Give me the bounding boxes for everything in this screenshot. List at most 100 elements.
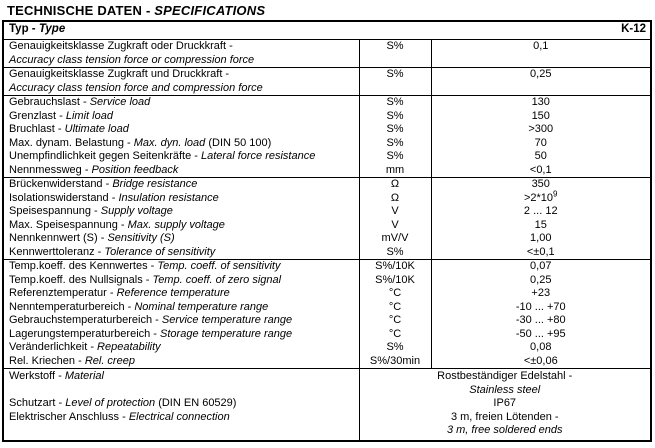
spec-label: Gebrauchslast - Service load xyxy=(3,95,360,110)
spec-value: <±0,1 xyxy=(526,245,555,258)
spec-label: Genauigkeitsklasse Zugkraft oder Druckkr… xyxy=(3,39,360,68)
spec-unit: S% xyxy=(359,150,432,164)
spec-value: 130 xyxy=(431,95,651,110)
spec-unit: °C xyxy=(359,287,432,301)
model-code: K-12 xyxy=(621,23,646,35)
spec-value: 1,00 xyxy=(530,232,552,244)
spec-value: -10 ... +70 xyxy=(515,300,566,313)
table-row: Gebrauchslast - Service load S% 130 xyxy=(3,95,651,110)
spec-value: -50 ... +95 xyxy=(515,327,566,340)
table-row: Speisespannung - Supply voltage V 2 ... … xyxy=(3,205,651,219)
table-header-row: Typ - Type K-12 xyxy=(3,21,651,40)
spec-value: 150 xyxy=(531,109,550,122)
spec-table: Typ - Type K-12 Genauigkeitsklasse Zugkr… xyxy=(2,20,652,442)
spec-unit: S% xyxy=(359,341,432,355)
table-row: Veränderlichkeit - Repeatability S% 0,08 xyxy=(3,341,651,355)
spec-value: <0,1 xyxy=(529,163,552,176)
spec-value: 350 xyxy=(431,177,651,192)
spec-label: Referenztemperatur - Reference temperatu… xyxy=(3,287,360,301)
table-row: Gebrauchstemperaturbereich - Service tem… xyxy=(3,314,651,328)
spec-label: Speisespannung - Supply voltage xyxy=(3,205,360,219)
table-row: Temp.koeff. des Kennwertes - Temp. coeff… xyxy=(3,259,651,274)
spec-unit: S%/10K xyxy=(359,273,432,287)
protection-label: Schutzart - Level of protection (DIN EN … xyxy=(9,397,237,409)
spec-value: 0,07 xyxy=(431,259,651,274)
spec-label: Nenntemperaturbereich - Nominal temperat… xyxy=(3,300,360,314)
table-row: Temp.koeff. des Nullsignals - Temp. coef… xyxy=(3,273,651,287)
spec-value: 0,25 xyxy=(431,67,651,96)
table-row: Genauigkeitsklasse Zugkraft und Druckkra… xyxy=(3,67,651,96)
spec-value: >300 xyxy=(528,123,554,135)
spec-label: Isolationswiderstand - Insulation resist… xyxy=(3,191,360,205)
page-title: TECHNISCHE DATEN - SPECIFICATIONS xyxy=(0,0,655,19)
spec-label: Genauigkeitsklasse Zugkraft und Druckkra… xyxy=(3,67,360,96)
spec-value: 0,08 xyxy=(530,341,552,353)
spec-unit: Ω xyxy=(359,177,432,192)
spec-unit: S% xyxy=(359,39,432,68)
page-title-italic: SPECIFICATIONS xyxy=(154,3,266,18)
type-label-en: Type xyxy=(38,23,66,35)
table-row: Lagerungstemperaturbereich - Storage tem… xyxy=(3,327,651,341)
connection-value-de: 3 m, freien Lötenden - xyxy=(450,410,559,423)
table-row: Max. dynam. Belastung - Max. dyn. load (… xyxy=(3,136,651,150)
spec-label: Nennkennwert (S) - Sensitivity (S) xyxy=(3,232,360,246)
table-row: Unempfindlichkeit gegen Seitenkräfte - L… xyxy=(3,150,651,164)
material-label: Werkstoff - Material xyxy=(9,370,104,382)
spec-unit: S% xyxy=(359,109,432,123)
spacer xyxy=(9,384,359,398)
table-row: Max. Speisespannung - Max. supply voltag… xyxy=(3,218,651,232)
table-row: Rel. Kriechen - Rel. creep S%/30min <±0,… xyxy=(3,354,651,369)
spec-unit: V xyxy=(359,218,432,232)
table-row: Kennwerttoleranz - Tolerance of sensitiv… xyxy=(3,245,651,260)
value-superscript: 9 xyxy=(553,188,558,198)
spec-unit: S% xyxy=(359,95,432,110)
spec-value: 15 xyxy=(534,218,547,231)
footer-values: Rostbeständiger Edelstahl - Stainless st… xyxy=(359,368,651,441)
spec-unit: S% xyxy=(359,245,432,260)
footer-labels: Werkstoff - Material Schutzart - Level o… xyxy=(3,368,360,441)
connection-value-en: 3 m, free soldered ends xyxy=(446,424,563,436)
spec-value: 0,25 xyxy=(530,273,552,286)
spec-unit: °C xyxy=(359,300,432,314)
spec-unit: S% xyxy=(359,67,432,96)
connection-label: Elektrischer Anschluss - Electrical conn… xyxy=(9,410,230,423)
table-row: Grenzlast - Limit load S% 150 xyxy=(3,109,651,123)
spec-unit: mm xyxy=(359,163,432,178)
spec-label: Brückenwiderstand - Bridge resistance xyxy=(3,177,360,192)
spec-unit: S% xyxy=(359,136,432,150)
spec-label: Kennwerttoleranz - Tolerance of sensitiv… xyxy=(3,245,360,260)
spec-label: Max. Speisespannung - Max. supply voltag… xyxy=(3,218,360,232)
material-value-en: Stainless steel xyxy=(469,383,541,396)
footer-row: Werkstoff - Material Schutzart - Level o… xyxy=(3,368,651,441)
spec-unit: °C xyxy=(359,314,432,328)
table-row: Bruchlast - Ultimate load S% >300 xyxy=(3,123,651,137)
table-row: Brückenwiderstand - Bridge resistance Ω … xyxy=(3,177,651,192)
table-row: Genauigkeitsklasse Zugkraft oder Druckkr… xyxy=(3,39,651,68)
table-row: Isolationswiderstand - Insulation resist… xyxy=(3,188,651,205)
spec-unit: S%/30min xyxy=(359,354,432,369)
spec-unit: Ω xyxy=(359,191,432,205)
page-title-main: TECHNISCHE DATEN - xyxy=(7,3,155,18)
spec-value: -30 ... +80 xyxy=(515,314,566,326)
spec-label: Temp.koeff. des Nullsignals - Temp. coef… xyxy=(3,273,360,287)
spec-unit: V xyxy=(359,205,432,219)
spec-value: 50 xyxy=(534,150,547,162)
spec-label: Veränderlichkeit - Repeatability xyxy=(3,341,360,355)
spec-label: Gebrauchstemperaturbereich - Service tem… xyxy=(3,314,360,328)
material-value-de: Rostbeständiger Edelstahl - xyxy=(437,370,573,382)
spec-label: Rel. Kriechen - Rel. creep xyxy=(3,354,360,369)
spec-value: <±0,06 xyxy=(523,354,558,367)
table-header-cell: Typ - Type K-12 xyxy=(3,21,651,40)
spec-value: 2 ... 12 xyxy=(523,205,558,217)
spec-value: 70 xyxy=(534,136,547,149)
spec-unit: S% xyxy=(359,123,432,137)
spec-value: >2*109 xyxy=(523,188,558,204)
spec-value: 0,1 xyxy=(533,40,549,52)
spec-label: Max. dynam. Belastung - Max. dyn. load (… xyxy=(3,136,360,150)
spec-label: Temp.koeff. des Kennwertes - Temp. coeff… xyxy=(3,259,360,274)
spec-unit: mV/V xyxy=(359,232,432,246)
spec-label: Lagerungstemperaturbereich - Storage tem… xyxy=(3,327,360,341)
spec-unit: °C xyxy=(359,327,432,341)
table-row: Nenntemperaturbereich - Nominal temperat… xyxy=(3,300,651,314)
table-row: Nennmessweg - Position feedback mm <0,1 xyxy=(3,163,651,178)
